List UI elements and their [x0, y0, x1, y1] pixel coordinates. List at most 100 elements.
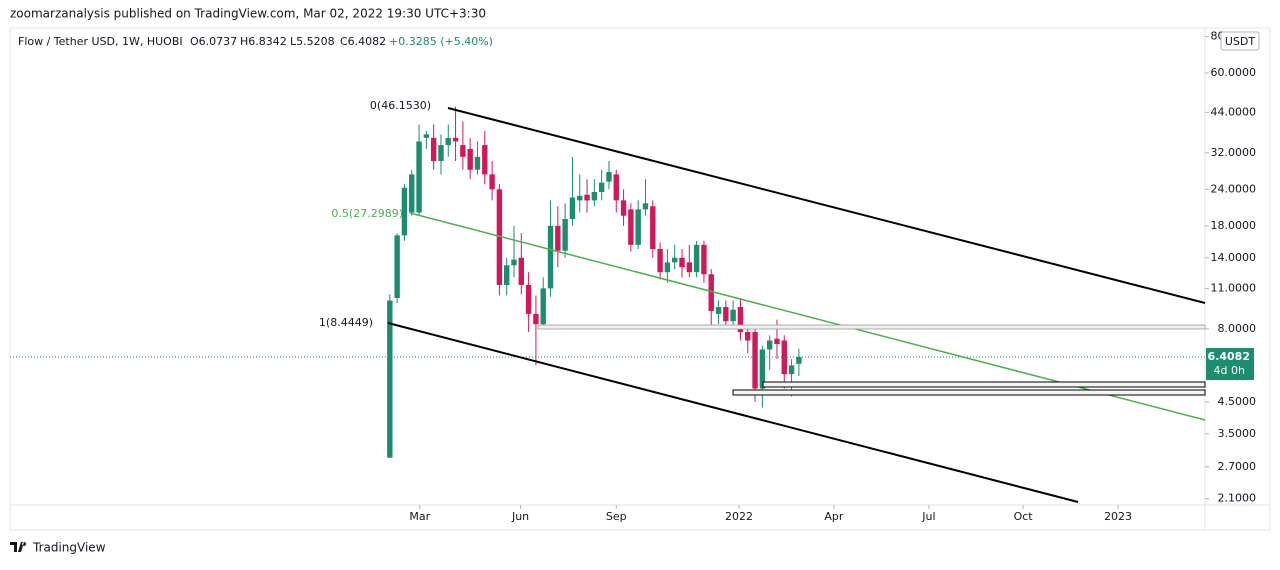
logo-mark — [10, 542, 27, 552]
candle-body — [445, 137, 451, 146]
ohlc-low: L5.5208 — [290, 35, 335, 48]
candle-body — [796, 357, 802, 364]
currency: USDT — [1225, 35, 1256, 48]
x-tick-label: 2022 — [725, 510, 753, 523]
candle-body — [752, 332, 758, 389]
candle-body — [650, 206, 656, 250]
y-tick-label: 4.5000 — [1218, 395, 1257, 408]
candle-body — [511, 259, 517, 266]
candle-body — [452, 137, 459, 142]
candle-body — [591, 192, 598, 201]
candle-body — [613, 174, 619, 201]
candle-body — [540, 288, 546, 325]
drawings: 0(46.1530) 0.5(27.2989) 1(8.4449) — [319, 99, 1206, 503]
x-tick-label: Jul — [921, 510, 935, 523]
candle-body — [788, 365, 795, 375]
candle-body — [467, 148, 473, 170]
candle-body — [723, 307, 729, 322]
candle-body — [496, 189, 503, 285]
candle-body — [401, 187, 408, 236]
candle-body — [766, 340, 773, 350]
brand-name: TradingView — [32, 541, 106, 555]
y-tick-label: 24.0000 — [1211, 182, 1257, 195]
candle-body — [679, 257, 685, 268]
y-tick-label: 11.0000 — [1211, 281, 1257, 294]
candle-body — [577, 195, 583, 201]
candle-body — [584, 194, 590, 201]
candle-body — [555, 225, 561, 251]
ohlc-open: O6.0737 — [190, 35, 237, 48]
x-tick-label: Oct — [1014, 510, 1034, 523]
x-tick-label: Jun — [511, 510, 529, 523]
candle-body — [715, 307, 722, 314]
y-tick-label: 44.0000 — [1211, 105, 1257, 118]
x-tick-label: 2023 — [1104, 510, 1132, 523]
candle-body — [598, 182, 605, 193]
candle-body — [657, 249, 663, 273]
y-tick-label: 32.0000 — [1211, 146, 1257, 159]
y-tick-label: 2.1000 — [1218, 492, 1257, 505]
candle-body — [569, 197, 576, 220]
candle-body — [547, 225, 554, 289]
candle-body — [423, 134, 430, 138]
last-price-box — [1206, 348, 1254, 381]
brand-logo: TradingView — [10, 541, 106, 555]
candle-body — [628, 209, 634, 245]
publisher: zoomarzanalysis published on TradingView… — [10, 7, 486, 21]
candle-body — [518, 257, 525, 285]
chart-frame — [9, 27, 1271, 531]
x-tick-label: Sep — [606, 510, 627, 523]
candle-body — [416, 141, 422, 213]
candle-body — [606, 172, 612, 182]
candle-body — [562, 219, 568, 251]
fib-label: 0(46.1530) — [370, 99, 431, 112]
candle-body — [503, 265, 510, 285]
ohlc-high: H6.8342 — [240, 35, 287, 48]
lower-trendline — [387, 322, 1079, 503]
y-tick-label: 60.0000 — [1211, 66, 1257, 79]
change: +0.3285 (+5.40%) — [389, 35, 493, 48]
candle-body — [387, 300, 393, 458]
legend: Flow / Tether USD, 1W, HUOBI O6.0737 H6.… — [18, 35, 493, 48]
y-tick-label: 18.0000 — [1211, 219, 1257, 232]
candle-body — [438, 145, 444, 161]
y-tick-label: 3.5000 — [1218, 427, 1257, 440]
y-tick-label: 8.0000 — [1218, 322, 1257, 335]
symbol-title: Flow / Tether USD, 1W, HUOBI — [18, 35, 183, 48]
fib-label: 1(8.4449) — [319, 316, 373, 329]
currency-box — [1220, 31, 1260, 51]
zone — [537, 324, 1206, 330]
candle-body — [737, 307, 744, 333]
y-tick-label: 14.0000 — [1211, 251, 1257, 264]
last-price-label: 6.4082 — [1208, 350, 1250, 363]
candle-body — [693, 244, 700, 273]
candle-body — [635, 209, 641, 245]
candle-body — [745, 332, 751, 341]
candle-body — [774, 338, 780, 345]
y-tick-label: 2.7000 — [1218, 460, 1257, 473]
candle-body — [708, 274, 714, 312]
candle-body — [482, 145, 488, 175]
upper-trendline — [447, 107, 1206, 304]
candle-body — [460, 145, 466, 157]
candle-body — [409, 174, 415, 213]
countdown: 4d 0h — [1214, 364, 1245, 377]
plot — [10, 106, 1205, 458]
ohlc-close: C6.4082 — [340, 35, 386, 48]
fib-label: 0.5(27.2989) — [331, 207, 403, 220]
candle-body — [489, 174, 495, 190]
candle-body — [620, 200, 627, 216]
candle-body — [642, 203, 649, 210]
candle-body — [533, 313, 539, 325]
candle-body — [730, 309, 736, 322]
candle-body — [759, 349, 766, 389]
candle-body — [672, 257, 678, 263]
zone — [732, 389, 1206, 396]
x-tick-label: Apr — [824, 510, 844, 523]
candle-body — [474, 156, 481, 170]
x-tick-label: Mar — [409, 510, 430, 523]
candle-body — [664, 262, 671, 273]
candle-body — [686, 262, 693, 273]
